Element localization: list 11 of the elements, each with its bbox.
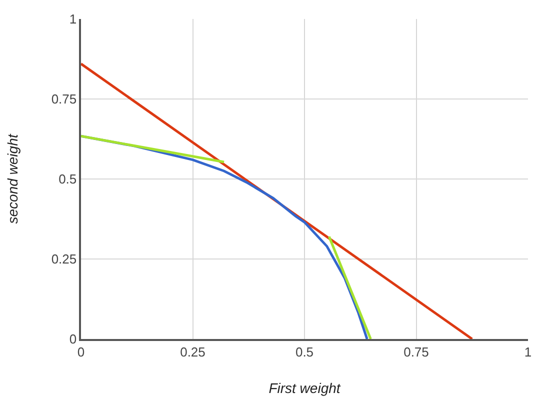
x-tick-label: 1 xyxy=(524,344,532,360)
y-tick-label: 0.25 xyxy=(51,252,77,267)
y-tick-label: 0.5 xyxy=(58,172,77,187)
y-tick-label: 0 xyxy=(69,332,77,347)
x-tick-label: 0.5 xyxy=(295,344,314,360)
y-tick-label: 1 xyxy=(69,12,77,27)
x-axis-title: First weight xyxy=(268,380,342,396)
y-tick-label: 0.75 xyxy=(51,92,77,107)
x-tick-label: 0.75 xyxy=(404,344,429,360)
y-axis-title: second weight xyxy=(4,133,20,224)
x-tick-label: 0.25 xyxy=(180,344,206,360)
